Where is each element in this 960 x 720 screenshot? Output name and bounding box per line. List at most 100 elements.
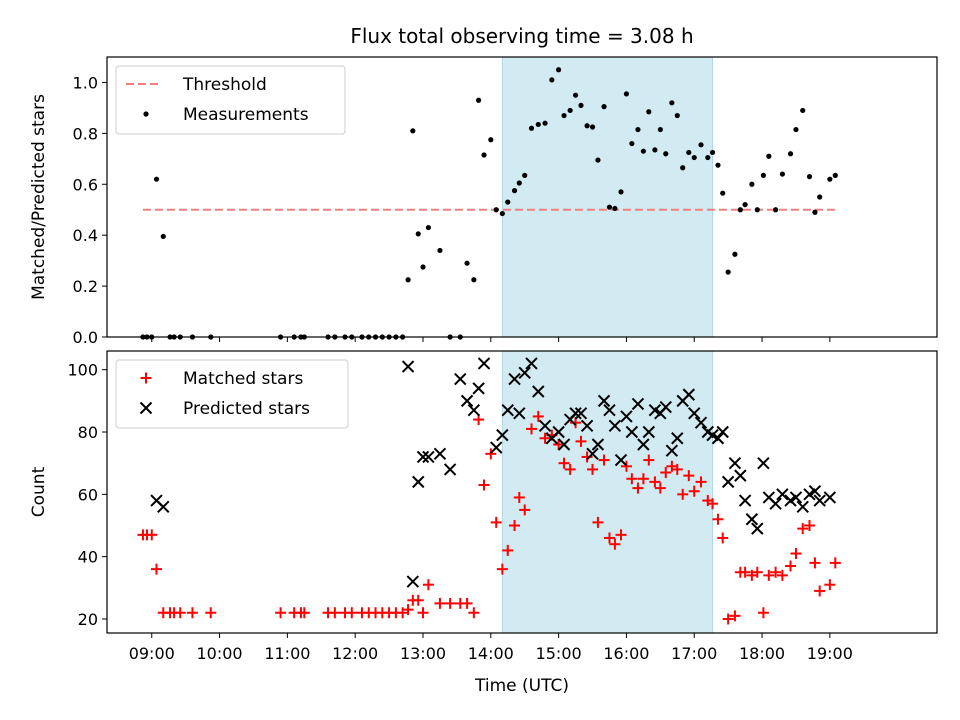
- data-point: [578, 102, 584, 108]
- data-point: [789, 491, 803, 504]
- data-point: [694, 416, 708, 429]
- observing-span: [501, 350, 714, 634]
- data-point: [698, 142, 704, 148]
- data-point: [751, 522, 764, 535]
- x-tick-label: 12:00: [332, 644, 378, 663]
- data-point: [665, 444, 679, 457]
- data-point: [561, 112, 567, 119]
- data-point: [298, 607, 310, 619]
- data-point: [688, 407, 701, 420]
- data-point: [513, 491, 525, 503]
- data-point: [725, 269, 731, 275]
- data-point: [614, 453, 628, 467]
- data-point: [776, 569, 788, 581]
- data-point: [405, 277, 411, 283]
- data-point: [659, 400, 672, 414]
- data-point: [525, 357, 538, 370]
- data-point: [485, 448, 497, 460]
- data-point: [737, 207, 743, 213]
- data-point: [535, 121, 541, 128]
- data-point: [618, 189, 624, 195]
- data-point: [437, 247, 443, 254]
- data-point: [433, 447, 447, 461]
- data-point: [412, 594, 424, 606]
- panel-ratio: 0.0 0.2 0.4 0.6 0.8 1.0 Matched/Predicted star…: [29, 56, 938, 347]
- data-point: [680, 165, 686, 171]
- data-point: [516, 180, 522, 186]
- data-point: [809, 557, 821, 569]
- data-point: [649, 476, 661, 488]
- data-point: [793, 126, 799, 133]
- observing-span: [501, 56, 714, 338]
- data-point: [501, 403, 514, 417]
- y-axis-label: Matched/Predicted stars: [29, 94, 49, 300]
- data-point: [632, 482, 644, 494]
- data-point: [779, 171, 785, 177]
- data-point: [669, 100, 675, 106]
- data-point: [412, 475, 425, 489]
- data-point: [657, 126, 663, 133]
- panel-count: 20 40 60 80 100 09:00 10:00 11:00 12:00 13:00 14:0…: [29, 350, 938, 663]
- data-point: [597, 394, 611, 408]
- data-point: [814, 585, 826, 597]
- data-point: [146, 529, 158, 541]
- data-point: [652, 147, 658, 153]
- data-point: [629, 140, 635, 147]
- plot-frame: [106, 350, 938, 634]
- y-tick-label: 0.6: [73, 175, 98, 194]
- x-tick-label: 11:00: [264, 644, 310, 663]
- data-point: [823, 491, 837, 504]
- data-point: [812, 209, 818, 215]
- data-point: [151, 563, 163, 575]
- data-point: [709, 149, 716, 156]
- data-point: [711, 432, 725, 445]
- data-point: [642, 425, 656, 439]
- data-point: [464, 260, 470, 266]
- data-point: [800, 107, 806, 114]
- data-point: [553, 438, 565, 450]
- data-point: [734, 469, 747, 482]
- x-tick-label: 10:00: [197, 644, 243, 663]
- data-point: [603, 532, 615, 544]
- legend: Matched stars Predicted stars: [115, 359, 349, 429]
- data-point: [660, 467, 672, 479]
- data-point: [677, 488, 689, 500]
- data-point: [620, 410, 633, 423]
- data-point: [522, 172, 528, 178]
- data-point: [760, 172, 767, 178]
- data-point: [595, 157, 601, 163]
- y-axis-label: Count: [29, 466, 49, 517]
- data-point: [606, 204, 613, 210]
- data-point: [601, 104, 607, 110]
- data-point: [420, 264, 426, 270]
- plot-frame: [106, 56, 938, 338]
- data-point: [557, 438, 571, 451]
- data-point: [763, 569, 775, 581]
- data-point: [717, 532, 729, 544]
- data-point: [569, 407, 582, 420]
- data-point: [472, 382, 485, 395]
- data-point: [824, 579, 836, 591]
- data-point: [813, 494, 826, 507]
- data-point: [695, 476, 707, 488]
- data-point: [525, 423, 537, 435]
- data-point: [477, 357, 491, 370]
- data-point: [790, 548, 802, 560]
- data-point: [663, 151, 669, 157]
- data-point: [157, 500, 170, 514]
- data-point: [513, 407, 526, 420]
- data-point: [460, 394, 474, 408]
- data-point: [608, 419, 622, 432]
- data-point: [275, 607, 287, 619]
- data-point: [329, 607, 341, 619]
- data-point: [468, 607, 480, 619]
- data-point: [625, 425, 639, 439]
- chart-title: Flux total observing time = 3.08 h: [350, 24, 693, 48]
- data-point: [186, 607, 198, 619]
- data-point: [572, 92, 579, 98]
- data-point: [773, 207, 779, 213]
- data-point: [683, 470, 695, 482]
- data-point: [729, 610, 741, 622]
- data-point: [471, 277, 477, 283]
